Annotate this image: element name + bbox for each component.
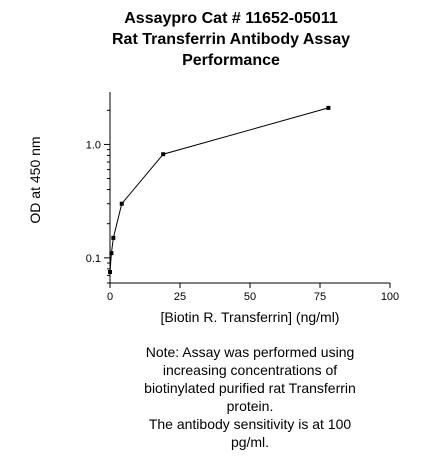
note-line-5: The antibody sensitivity is at 100 [148, 416, 352, 432]
assay-note: Note: Assay was performed using increasi… [90, 343, 410, 451]
note-line-2: increasing concentrations of [162, 362, 338, 378]
x-tick-label: 0 [107, 291, 113, 303]
note-line-1: Note: Assay was performed using [145, 344, 355, 360]
note-line-6: pg/ml. [230, 434, 270, 450]
y-tick-label: 1.0 [86, 139, 101, 151]
data-point [326, 105, 331, 110]
data-point [119, 201, 124, 206]
y-axis-label: OD at 450 nm [27, 136, 43, 223]
x-tick-label: 25 [174, 291, 186, 303]
note-line-3: biotinylated purified rat Transferrin [144, 380, 356, 396]
chart-axes: 0 25 50 75 100 0.1 1.0 [86, 92, 399, 303]
chart-plot-area [108, 105, 331, 275]
data-point [108, 270, 112, 275]
chart: 0 25 50 75 100 0.1 1.0 [Biotin R. Transferrin]… [27, 92, 399, 325]
x-tick-label: 100 [381, 291, 399, 303]
data-point [161, 152, 166, 157]
data-point [109, 251, 114, 256]
series-line [109, 107, 329, 273]
x-tick-label: 75 [314, 291, 326, 303]
chart-title-line-3: Performance [182, 52, 280, 69]
x-axis-label: [Biotin R. Transferrin] (ng/ml) [161, 309, 340, 325]
x-tick-label: 50 [244, 291, 256, 303]
data-point [111, 235, 116, 240]
note-line-4: protein. [226, 398, 274, 414]
chart-title-line-1: Assaypro Cat # 11652-05011 [124, 10, 338, 27]
chart-title: Assaypro Cat # 11652-05011 Rat Transferr… [0, 8, 436, 71]
chart-title-line-2: Rat Transferrin Antibody Assay [112, 31, 350, 48]
y-tick-label: 0.1 [86, 253, 101, 265]
